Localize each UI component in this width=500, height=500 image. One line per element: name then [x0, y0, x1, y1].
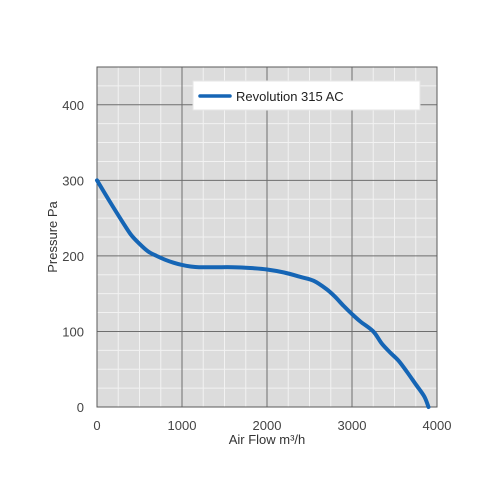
legend: Revolution 315 AC	[192, 80, 421, 111]
y-axis-title: Pressure Pa	[45, 200, 60, 272]
y-tick-label: 0	[77, 400, 84, 415]
plot-border	[96, 66, 438, 408]
x-axis-title: Air Flow m³/h	[229, 432, 306, 447]
y-tick-labels: 0 100 200 300 400	[62, 98, 84, 415]
legend-label-revolution-315-ac: Revolution 315 AC	[236, 89, 344, 104]
x-tick-label: 0	[93, 418, 100, 433]
y-tick-label: 300	[62, 173, 84, 188]
x-tick-label: 2000	[253, 418, 282, 433]
x-tick-label: 3000	[338, 418, 367, 433]
series-layer	[95, 178, 431, 409]
y-tick-label: 400	[62, 98, 84, 113]
x-tick-label: 1000	[168, 418, 197, 433]
y-tick-label: 100	[62, 324, 84, 339]
y-tick-label: 200	[62, 249, 84, 264]
x-tick-label: 4000	[423, 418, 452, 433]
x-tick-labels: 0 1000 2000 3000 4000	[93, 418, 451, 433]
series-line-0	[95, 178, 431, 409]
